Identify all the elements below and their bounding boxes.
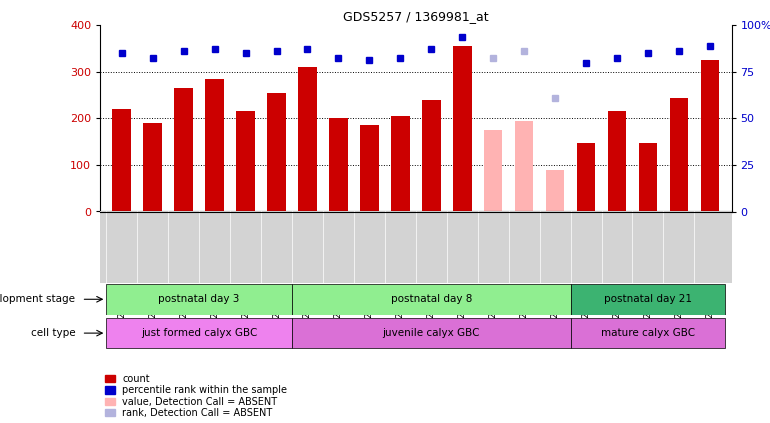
Text: mature calyx GBC: mature calyx GBC [601,328,695,338]
Bar [515,121,534,212]
Text: development stage: development stage [0,294,75,304]
Bar [484,130,503,212]
Bar [112,109,131,212]
Bar [143,123,162,212]
Text: just formed calyx GBC: just formed calyx GBC [141,328,257,338]
Bar [360,126,379,212]
Bar [329,118,348,212]
Bar [106,318,292,349]
Legend: count, percentile rank within the sample, value, Detection Call = ABSENT, rank, : count, percentile rank within the sample… [105,374,287,418]
Text: cell type: cell type [31,328,75,338]
Text: postnatal day 21: postnatal day 21 [604,294,692,304]
Bar [298,67,316,212]
Bar [571,318,725,349]
Bar [453,47,471,212]
Text: juvenile calyx GBC: juvenile calyx GBC [383,328,480,338]
Bar [267,93,286,212]
Bar [701,60,719,212]
Bar [670,98,688,212]
Bar [546,170,564,212]
Bar [174,88,193,212]
Bar [571,284,725,315]
Bar [391,116,410,212]
Bar [292,284,571,315]
Bar [292,318,571,349]
Text: postnatal day 3: postnatal day 3 [159,294,239,304]
Bar [608,112,626,212]
Bar [577,143,595,212]
Bar [638,143,658,212]
Bar [206,79,224,212]
Text: postnatal day 8: postnatal day 8 [390,294,472,304]
Bar [422,100,440,212]
Bar [106,284,292,315]
Bar [236,112,255,212]
Title: GDS5257 / 1369981_at: GDS5257 / 1369981_at [343,10,489,23]
